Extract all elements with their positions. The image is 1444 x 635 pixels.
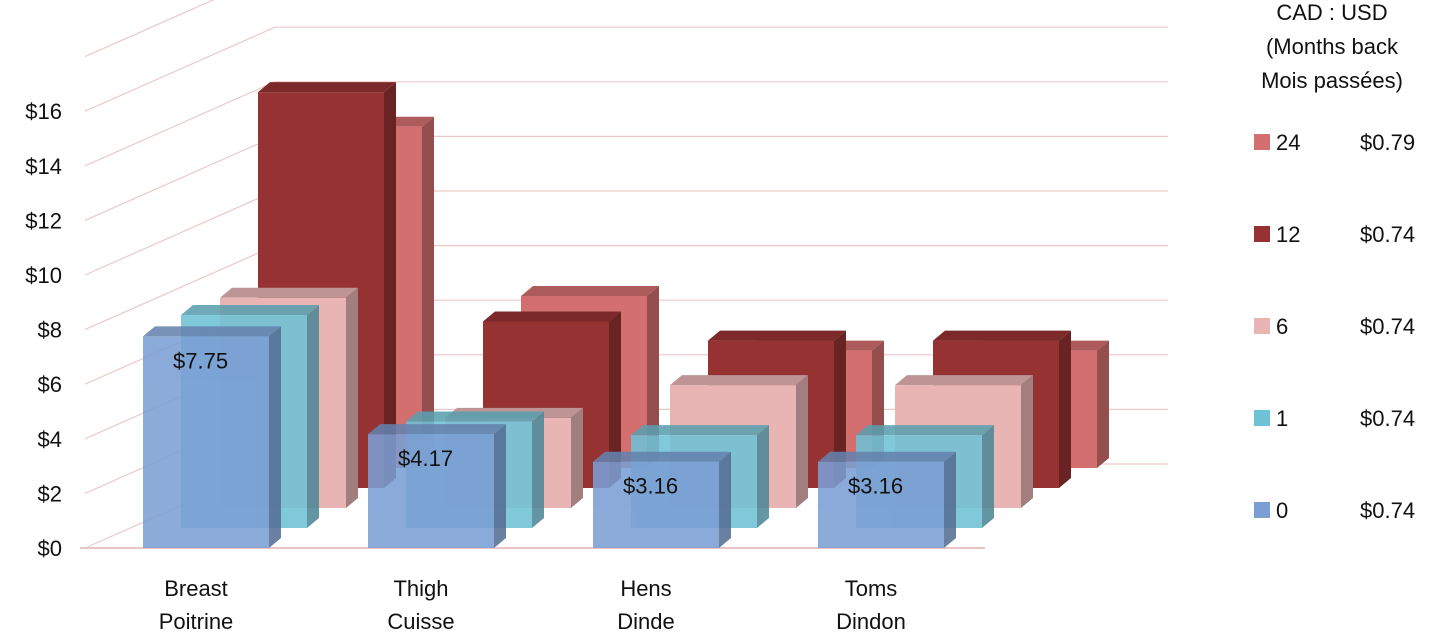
bar-series-0-cat-1	[368, 424, 506, 548]
legend-swatch	[1254, 226, 1270, 242]
legend-rate: $0.74	[1360, 222, 1415, 247]
legend: CAD : USD (Months back Mois passées) 24 $0.7…	[1254, 0, 1415, 523]
side-grid-line	[84, 190, 276, 276]
bar-series-0-cat-3	[818, 451, 956, 548]
side-grid-line	[84, 245, 276, 331]
side-grid-line	[84, 81, 276, 167]
legend-title: Mois passées)	[1261, 68, 1403, 93]
legend-series-name: 1	[1276, 406, 1288, 431]
data-label: $4.17	[398, 446, 453, 471]
side-grid-line	[84, 26, 276, 112]
category-label: Dinde	[617, 609, 674, 634]
y-tick-label: $8	[38, 318, 62, 343]
side-grid-line	[84, 0, 215, 58]
category-label: Poitrine	[159, 609, 234, 634]
category-label: Toms	[845, 576, 898, 601]
y-tick-label: $0	[38, 536, 62, 561]
category-label: Hens	[620, 576, 671, 601]
legend-swatch	[1254, 410, 1270, 426]
legend-swatch	[1254, 134, 1270, 150]
y-tick-label: $6	[38, 372, 62, 397]
data-label: $7.75	[173, 348, 228, 373]
data-label: $3.16	[848, 474, 903, 499]
y-tick-label: $2	[38, 481, 62, 506]
y-tick-label: $4	[38, 427, 62, 452]
legend-title: CAD : USD	[1276, 0, 1387, 25]
category-label: Breast	[164, 576, 228, 601]
bar-series-0-cat-2	[593, 451, 731, 548]
y-tick-label: $10	[25, 263, 62, 288]
labels-layer: $0 $2 $4 $6 $8 $10 $12 $14 $16 $7.75 $4.17 $3.16 $3.…	[25, 99, 906, 634]
category-label: Thigh	[393, 576, 448, 601]
y-tick-label: $12	[25, 208, 62, 233]
legend-rate: $0.74	[1360, 406, 1415, 431]
legend-rate: $0.79	[1360, 130, 1415, 155]
side-grid-line	[84, 135, 276, 221]
bar-series-0-cat-0	[143, 326, 281, 548]
legend-rate: $0.74	[1360, 314, 1415, 339]
legend-title: (Months back	[1266, 34, 1399, 59]
category-label: Cuisse	[387, 609, 454, 634]
legend-swatch	[1254, 318, 1270, 334]
bars-layer	[143, 82, 1109, 548]
y-tick-label: $14	[25, 154, 62, 179]
data-label: $3.16	[623, 474, 678, 499]
category-label: Dindon	[836, 609, 906, 634]
legend-rate: $0.74	[1360, 498, 1415, 523]
legend-series-name: 12	[1276, 222, 1300, 247]
legend-series-name: 0	[1276, 498, 1288, 523]
legend-series-name: 24	[1276, 130, 1300, 155]
legend-series-name: 6	[1276, 314, 1288, 339]
legend-swatch	[1254, 502, 1270, 518]
y-tick-label: $16	[25, 99, 62, 124]
